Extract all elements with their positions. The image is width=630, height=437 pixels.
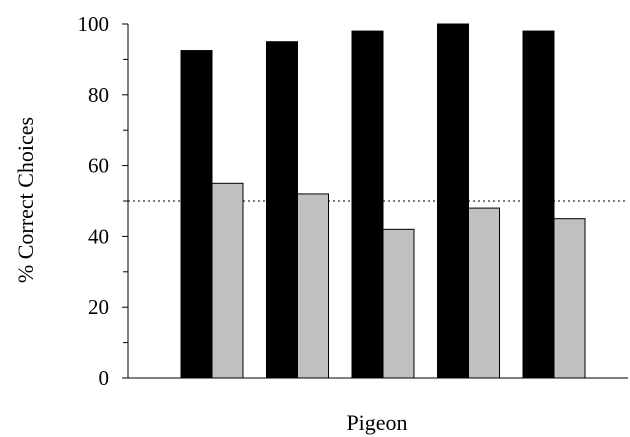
y-ticks: 0 20 40 60 80 100 bbox=[78, 12, 128, 390]
bar-gray bbox=[211, 182, 244, 379]
x-axis-title: Pigeon bbox=[346, 410, 407, 435]
y-axis-title: % Correct Choices bbox=[13, 117, 38, 283]
y-tick-label: 80 bbox=[88, 83, 109, 107]
bars bbox=[180, 23, 586, 379]
bar-black bbox=[266, 41, 298, 379]
bar-gray bbox=[382, 228, 415, 379]
bar-black bbox=[437, 23, 469, 379]
bar-gray bbox=[297, 193, 329, 379]
bar-black bbox=[180, 50, 213, 379]
bar-black bbox=[522, 30, 555, 379]
y-tick-label: 60 bbox=[88, 154, 109, 178]
y-tick-label: 0 bbox=[99, 366, 110, 390]
bar-black bbox=[351, 30, 384, 379]
y-tick-label: 20 bbox=[88, 295, 109, 319]
bar-gray bbox=[553, 218, 586, 379]
y-tick-label: 100 bbox=[78, 12, 110, 36]
y-tick-label: 40 bbox=[88, 224, 109, 248]
bar-gray bbox=[468, 207, 500, 379]
